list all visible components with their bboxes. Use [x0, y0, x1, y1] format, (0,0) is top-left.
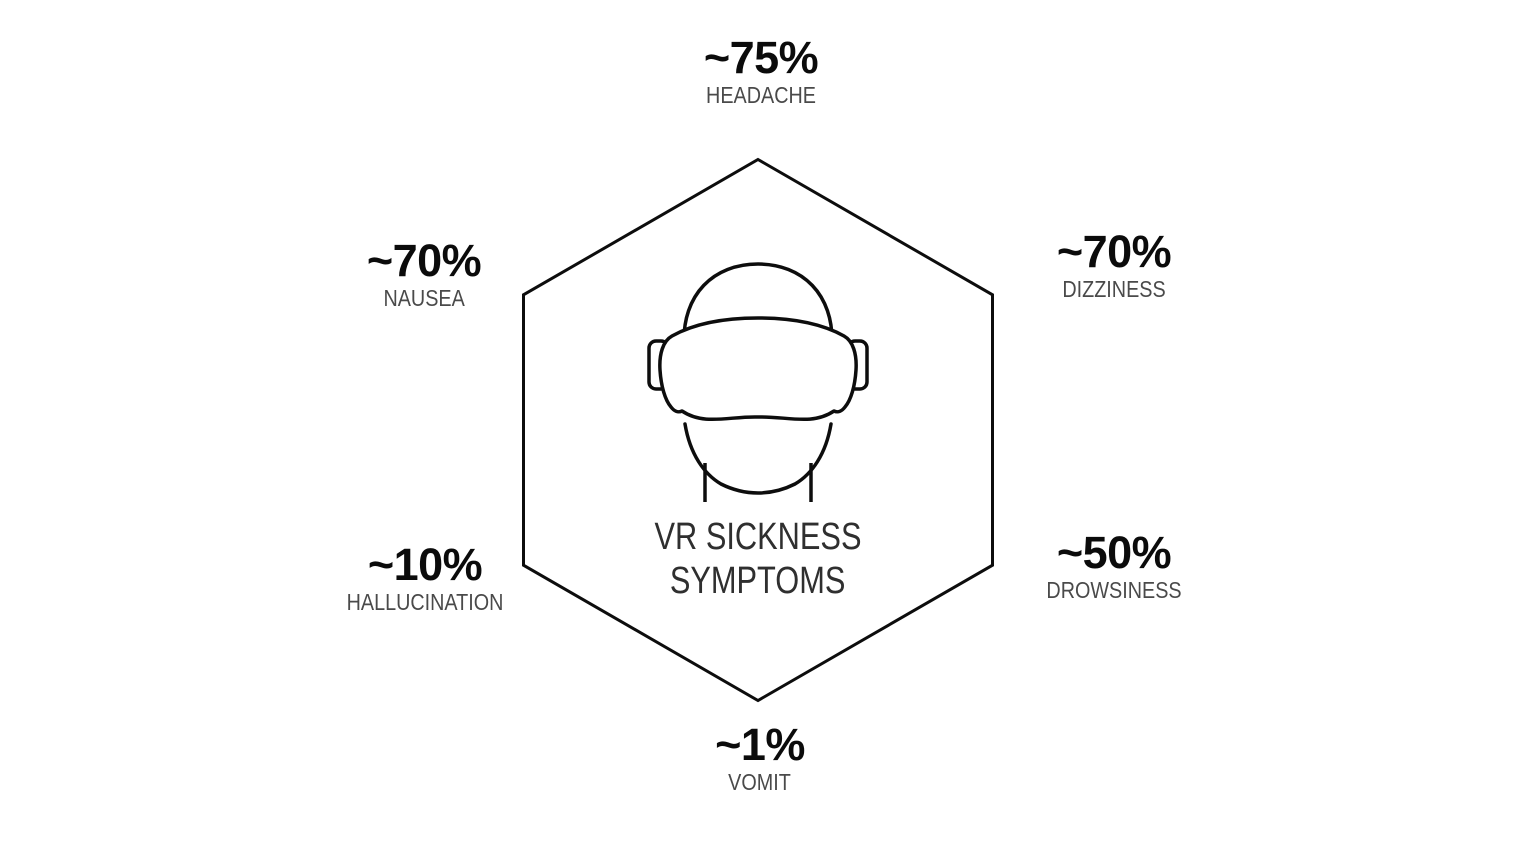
- stat-dizziness-value: ~70%: [1056, 226, 1172, 277]
- stat-nausea-label: NAUSEA: [383, 285, 465, 311]
- stat-nausea: ~70% NAUSEA: [366, 235, 482, 311]
- stat-vomit-label: VOMIT: [728, 769, 792, 795]
- person-wearing-vr-headset-icon: [647, 262, 869, 502]
- stat-dizziness-label: DIZZINESS: [1062, 276, 1166, 302]
- stat-drowsiness: ~50% DROWSINESS: [1035, 530, 1192, 602]
- headset-body: [658, 316, 858, 422]
- stat-hallucination-value: ~10%: [367, 539, 483, 590]
- stat-headache-label: HEADACHE: [706, 82, 816, 108]
- hexagon-outline: [522, 157, 994, 703]
- stat-dizziness: ~70% DIZZINESS: [1054, 229, 1174, 301]
- diagram-title-line2: SYMPTOMS: [670, 560, 846, 602]
- stat-hallucination-label: HALLUCINATION: [346, 589, 504, 615]
- diagram-title-line1: VR SICKNESS: [654, 516, 862, 558]
- diagram-title: VR SICKNESS SYMPTOMS: [630, 515, 886, 603]
- stat-drowsiness-label: DROWSINESS: [1046, 577, 1182, 603]
- stat-nausea-value: ~70%: [366, 235, 482, 286]
- stat-headache-value: ~75%: [703, 32, 819, 83]
- stat-drowsiness-value: ~50%: [1056, 527, 1172, 578]
- stat-hallucination: ~10% HALLUCINATION: [334, 542, 516, 614]
- stat-headache: ~75% HEADACHE: [697, 35, 825, 107]
- stat-vomit-value: ~1%: [715, 719, 805, 770]
- jaw-outline: [683, 422, 833, 495]
- stat-vomit: ~1% VOMIT: [715, 722, 805, 794]
